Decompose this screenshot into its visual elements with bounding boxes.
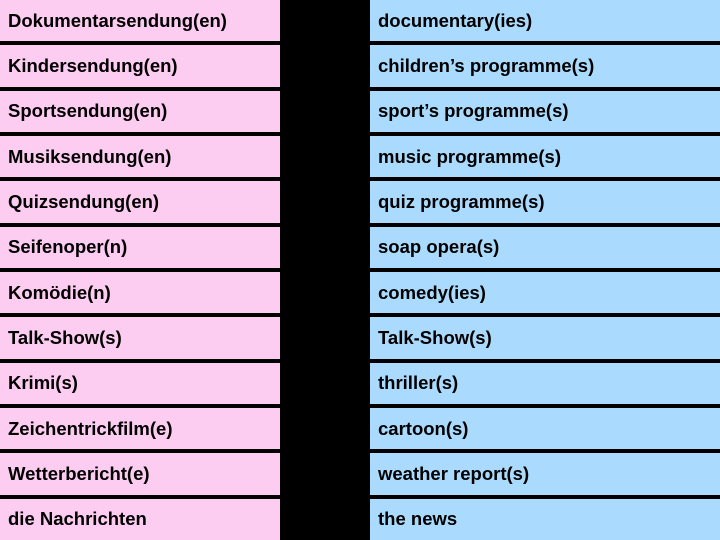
- german-suffix: (e): [150, 418, 173, 440]
- german-suffix: (en): [133, 100, 167, 122]
- english-cell: comedy(ies): [370, 272, 720, 313]
- column-gap: [280, 91, 370, 132]
- english-cell: children’s programme(s): [370, 45, 720, 86]
- german-cell: Zeichentrickfilm(e): [0, 408, 280, 449]
- english-word: comedy(ies): [378, 282, 486, 304]
- table-row: Zeichentrickfilm(e) cartoon(s): [0, 408, 720, 453]
- english-cell: sport’s programme(s): [370, 91, 720, 132]
- german-word: Talk-Show: [8, 327, 99, 349]
- german-suffix: (en): [138, 146, 172, 168]
- german-cell: Komödie(n): [0, 272, 280, 313]
- german-word: die Nachrichten: [8, 508, 147, 530]
- english-word: sport’s programme(s): [378, 100, 569, 122]
- english-cell: music programme(s): [370, 136, 720, 177]
- english-word: soap opera(s): [378, 236, 499, 258]
- column-gap: [280, 408, 370, 449]
- english-cell: weather report(s): [370, 453, 720, 494]
- german-word: Krimi: [8, 372, 55, 394]
- english-cell: quiz programme(s): [370, 181, 720, 222]
- german-cell: Seifenoper(n): [0, 227, 280, 268]
- table-row: die Nachrichten the news: [0, 499, 720, 540]
- german-suffix: (e): [127, 463, 150, 485]
- table-row: Musiksendung(en) music programme(s): [0, 136, 720, 181]
- english-cell: soap opera(s): [370, 227, 720, 268]
- english-word: cartoon(s): [378, 418, 468, 440]
- german-word: Quizsendung: [8, 191, 125, 213]
- column-gap: [280, 136, 370, 177]
- german-word: Kindersendung: [8, 55, 144, 77]
- german-cell: Dokumentarsendung(en): [0, 0, 280, 41]
- english-cell: thriller(s): [370, 363, 720, 404]
- table-row: Seifenoper(n) soap opera(s): [0, 227, 720, 272]
- table-row: Krimi(s) thriller(s): [0, 363, 720, 408]
- table-row: Komödie(n) comedy(ies): [0, 272, 720, 317]
- english-word: Talk-Show(s): [378, 327, 492, 349]
- column-gap: [280, 45, 370, 86]
- column-gap: [280, 453, 370, 494]
- english-word: thriller(s): [378, 372, 458, 394]
- table-row: Wetterbericht(e) weather report(s): [0, 453, 720, 498]
- german-cell: Talk-Show(s): [0, 317, 280, 358]
- german-suffix: (n): [104, 236, 128, 258]
- english-word: the news: [378, 508, 457, 530]
- table-row: Dokumentarsendung(en) documentary(ies): [0, 0, 720, 45]
- english-cell: the news: [370, 499, 720, 540]
- column-gap: [280, 272, 370, 313]
- column-gap: [280, 0, 370, 41]
- column-gap: [280, 227, 370, 268]
- german-suffix: (n): [87, 282, 111, 304]
- column-gap: [280, 317, 370, 358]
- german-suffix: (en): [193, 10, 227, 32]
- english-word: children’s programme(s): [378, 55, 594, 77]
- german-cell: Quizsendung(en): [0, 181, 280, 222]
- german-cell: Wetterbericht(e): [0, 453, 280, 494]
- table-row: Quizsendung(en) quiz programme(s): [0, 181, 720, 226]
- german-cell: Sportsendung(en): [0, 91, 280, 132]
- german-word: Zeichentrickfilm: [8, 418, 150, 440]
- german-suffix: (s): [55, 372, 78, 394]
- german-cell: Musiksendung(en): [0, 136, 280, 177]
- english-word: music programme(s): [378, 146, 561, 168]
- english-cell: cartoon(s): [370, 408, 720, 449]
- german-suffix: (s): [99, 327, 122, 349]
- german-word: Sportsendung: [8, 100, 133, 122]
- german-cell: Kindersendung(en): [0, 45, 280, 86]
- table-row: Kindersendung(en) children’s programme(s): [0, 45, 720, 90]
- german-word: Wetterbericht: [8, 463, 127, 485]
- vocab-table: Dokumentarsendung(en)documentary(ies)Kin…: [0, 0, 720, 540]
- german-suffix: (en): [125, 191, 159, 213]
- table-row: Talk-Show(s)Talk-Show(s): [0, 317, 720, 362]
- table-row: Sportsendung(en) sport’s programme(s): [0, 91, 720, 136]
- column-gap: [280, 181, 370, 222]
- english-cell: Talk-Show(s): [370, 317, 720, 358]
- german-cell: Krimi(s): [0, 363, 280, 404]
- english-cell: documentary(ies): [370, 0, 720, 41]
- column-gap: [280, 363, 370, 404]
- english-word: quiz programme(s): [378, 191, 545, 213]
- english-word: weather report(s): [378, 463, 529, 485]
- german-word: Musiksendung: [8, 146, 138, 168]
- german-cell: die Nachrichten: [0, 499, 280, 540]
- english-word: documentary(ies): [378, 10, 532, 32]
- german-word: Dokumentarsendung: [8, 10, 193, 32]
- column-gap: [280, 499, 370, 540]
- german-suffix: (en): [144, 55, 178, 77]
- german-word: Komödie: [8, 282, 87, 304]
- german-word: Seifenoper: [8, 236, 104, 258]
